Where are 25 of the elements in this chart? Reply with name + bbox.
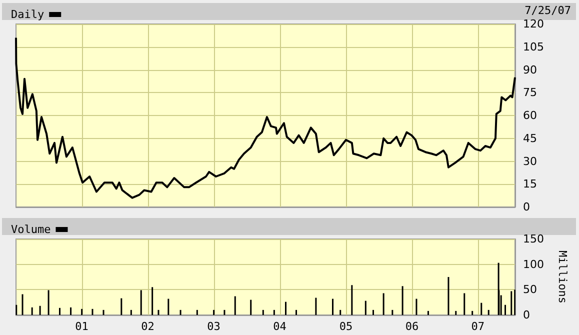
- y-tick-label: 15: [523, 178, 537, 191]
- y-axis-title: Millions: [556, 250, 569, 304]
- x-tick-label: 06: [405, 320, 419, 333]
- y-tick-label: 75: [523, 86, 537, 100]
- y-tick-label: 30: [523, 154, 537, 168]
- x-tick-label: 05: [339, 320, 353, 333]
- x-tick-label: 04: [273, 320, 287, 333]
- y-tick-label: 105: [523, 40, 544, 54]
- x-tick-label: 01: [75, 320, 88, 333]
- x-tick-label: 02: [141, 320, 154, 333]
- y-tick-label: 150: [523, 232, 544, 246]
- x-tick-label: 03: [207, 320, 220, 333]
- y-tick-label: 120: [523, 18, 544, 30]
- y-tick-label: 45: [523, 132, 537, 145]
- y-tick-label: 0: [523, 200, 530, 214]
- y-tick-label: 100: [523, 258, 544, 271]
- y-tick-label: 50: [523, 283, 537, 296]
- y-tick-label: 0: [523, 308, 530, 322]
- line-series: [15, 36, 516, 199]
- text: 7/25/07: [524, 4, 571, 17]
- y-tick-label: 90: [523, 63, 537, 76]
- legend-label: Volume: [10, 223, 51, 236]
- x-tick-label: 07: [471, 320, 485, 333]
- legend-label: Daily: [10, 8, 44, 21]
- y-tick-label: 60: [523, 109, 537, 122]
